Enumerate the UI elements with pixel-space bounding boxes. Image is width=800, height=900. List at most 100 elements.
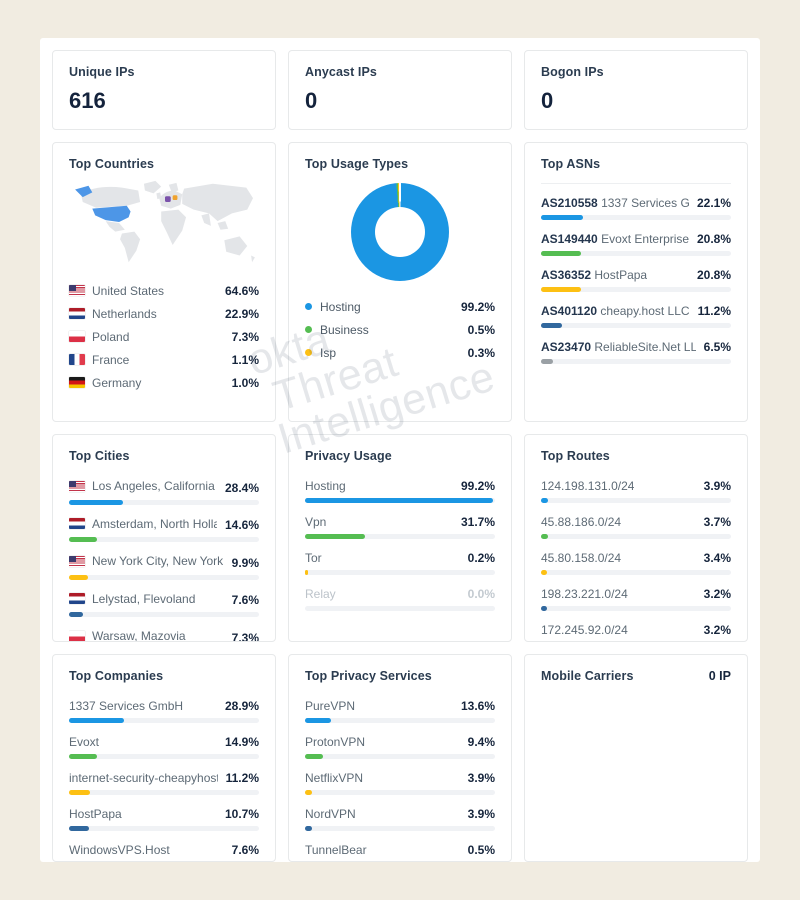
card-mobile-carriers: Mobile Carriers 0 IP — [524, 654, 748, 862]
bar-track — [541, 359, 731, 364]
bar-track — [69, 612, 259, 617]
bar-fill — [541, 570, 548, 575]
country-label: Netherlands — [92, 306, 157, 321]
flag-icon — [69, 480, 85, 492]
route-label: 45.88.186.0/24 — [541, 515, 622, 529]
map-highlight-united-states — [75, 185, 131, 223]
bar-track — [305, 826, 495, 831]
stat-label: Unique IPs — [69, 65, 135, 79]
flag-icon — [69, 555, 85, 567]
asn-id: AS23470 — [541, 340, 592, 354]
company-label: 1337 Services GmbH — [69, 699, 184, 713]
asn-list: AS210558 1337 Services GmbH 22.1% AS14944… — [541, 196, 731, 364]
usage-legend: Hosting 99.2% Business 0.5% Isp 0.3% — [305, 295, 495, 364]
city-pct: 7.6% — [231, 593, 259, 607]
stat-label: Bogon IPs — [541, 65, 604, 79]
company-label: internet-security-cheapyhost — [69, 771, 218, 785]
bar-fill — [69, 574, 88, 580]
list-item: internet-security-cheapyhost 11.2% — [69, 771, 259, 795]
asn-name: ReliableSite.Net LLC — [594, 340, 696, 354]
service-pct: 13.6% — [460, 699, 495, 713]
company-pct: 7.6% — [231, 843, 259, 857]
card-title: Top Countries — [69, 157, 155, 171]
country-pct: 1.1% — [231, 352, 259, 367]
route-pct: 3.9% — [703, 479, 731, 493]
route-pct: 3.2% — [703, 587, 731, 601]
route-list: 124.198.131.0/24 3.9% 45.88.186.0/24 3.7% … — [541, 479, 731, 641]
map-marker-netherlands — [165, 196, 171, 202]
route-label: 124.198.131.0/24 — [541, 479, 635, 493]
route-label: 172.245.92.0/24 — [541, 623, 628, 637]
flag-icon — [69, 308, 85, 319]
asn-name: Evoxt Enterprise — [601, 232, 689, 246]
bar-fill — [305, 826, 313, 831]
asn-pct: 20.8% — [696, 268, 731, 282]
country-label: France — [92, 352, 130, 367]
list-item: New York City, New York 9.9% — [69, 554, 259, 580]
bar-fill — [305, 718, 331, 723]
country-list: United States 64.6% Netherlands 22.9% Po… — [69, 279, 259, 394]
bar-fill — [69, 537, 97, 542]
list-item: AS36352 HostPapa 20.8% — [541, 268, 731, 292]
bar-track — [69, 574, 259, 580]
service-label: TunnelBear — [305, 843, 367, 857]
service-pct: 3.9% — [467, 771, 495, 785]
list-item: WindowsVPS.Host 7.6% — [69, 843, 259, 861]
list-item: TunnelBear 0.5% — [305, 843, 495, 861]
company-pct: 10.7% — [224, 807, 259, 821]
list-item: PureVPN 13.6% — [305, 699, 495, 723]
country-label: Poland — [92, 329, 130, 344]
bar-fill — [541, 534, 549, 539]
legend-pct: 0.3% — [467, 345, 495, 360]
legend-dot-icon — [305, 303, 312, 310]
list-item: Lelystad, Flevoland 7.6% — [69, 591, 259, 617]
bar-track — [305, 790, 495, 795]
bar-fill — [541, 498, 549, 503]
list-item: Germany 1.0% — [69, 371, 259, 394]
bar-track — [305, 754, 495, 759]
bar-track — [541, 287, 731, 292]
list-item: 1337 Services GmbH 28.9% — [69, 699, 259, 723]
list-item: 198.23.221.0/24 3.2% — [541, 587, 731, 611]
bar-fill — [541, 251, 581, 256]
list-item: AS149440 Evoxt Enterprise 20.8% — [541, 232, 731, 256]
asn-pct: 20.8% — [696, 232, 731, 246]
legend-dot-icon — [305, 349, 312, 356]
card-top-usage-types: Top Usage Types Hosting 99.2% Business 0… — [288, 142, 512, 422]
flag-icon — [69, 354, 85, 365]
list-item: Hosting 99.2% — [305, 479, 495, 503]
country-label: Germany — [92, 375, 142, 390]
list-item: 45.80.158.0/24 3.4% — [541, 551, 731, 575]
dashboard-panel: Unique IPs 616 Anycast IPs 0 Bogon IPs 0… — [40, 38, 760, 862]
card-title: Mobile Carriers — [541, 669, 634, 683]
company-pct: 14.9% — [224, 735, 259, 749]
privacy-pct: 31.7% — [460, 515, 495, 529]
list-item: Vpn 31.7% — [305, 515, 495, 539]
country-pct: 22.9% — [224, 306, 259, 321]
bar-track — [69, 826, 259, 831]
legend-dot-icon — [305, 326, 312, 333]
list-item: AS23470 ReliableSite.Net LLC 6.5% — [541, 340, 731, 364]
list-item: 172.245.92.0/24 3.2% — [541, 623, 731, 641]
route-pct: 3.4% — [703, 551, 731, 565]
service-label: ProtonVPN — [305, 735, 366, 749]
company-label: WindowsVPS.Host — [69, 843, 170, 857]
privacy-label: Vpn — [305, 515, 327, 529]
service-list: PureVPN 13.6% ProtonVPN 9.4% NetflixVPN 3.9… — [305, 699, 495, 861]
legend-pct: 99.2% — [460, 299, 495, 314]
city-label: Warsaw, Mazovia — [92, 629, 186, 642]
stat-card-anycast-ips: Anycast IPs 0 — [288, 50, 512, 130]
route-label: 198.23.221.0/24 — [541, 587, 628, 601]
bar-track — [541, 251, 731, 256]
city-pct: 14.6% — [224, 518, 259, 532]
city-label: Lelystad, Flevoland — [92, 591, 196, 606]
privacy-pct: 0.2% — [467, 551, 495, 565]
bar-track — [69, 754, 259, 759]
list-item: NetflixVPN 3.9% — [305, 771, 495, 795]
list-item: HostPapa 10.7% — [69, 807, 259, 831]
bar-track — [305, 606, 495, 611]
flag-icon — [69, 518, 85, 529]
privacy-label: Relay — [305, 587, 336, 601]
flag-icon — [69, 331, 85, 342]
bar-track — [305, 570, 495, 575]
